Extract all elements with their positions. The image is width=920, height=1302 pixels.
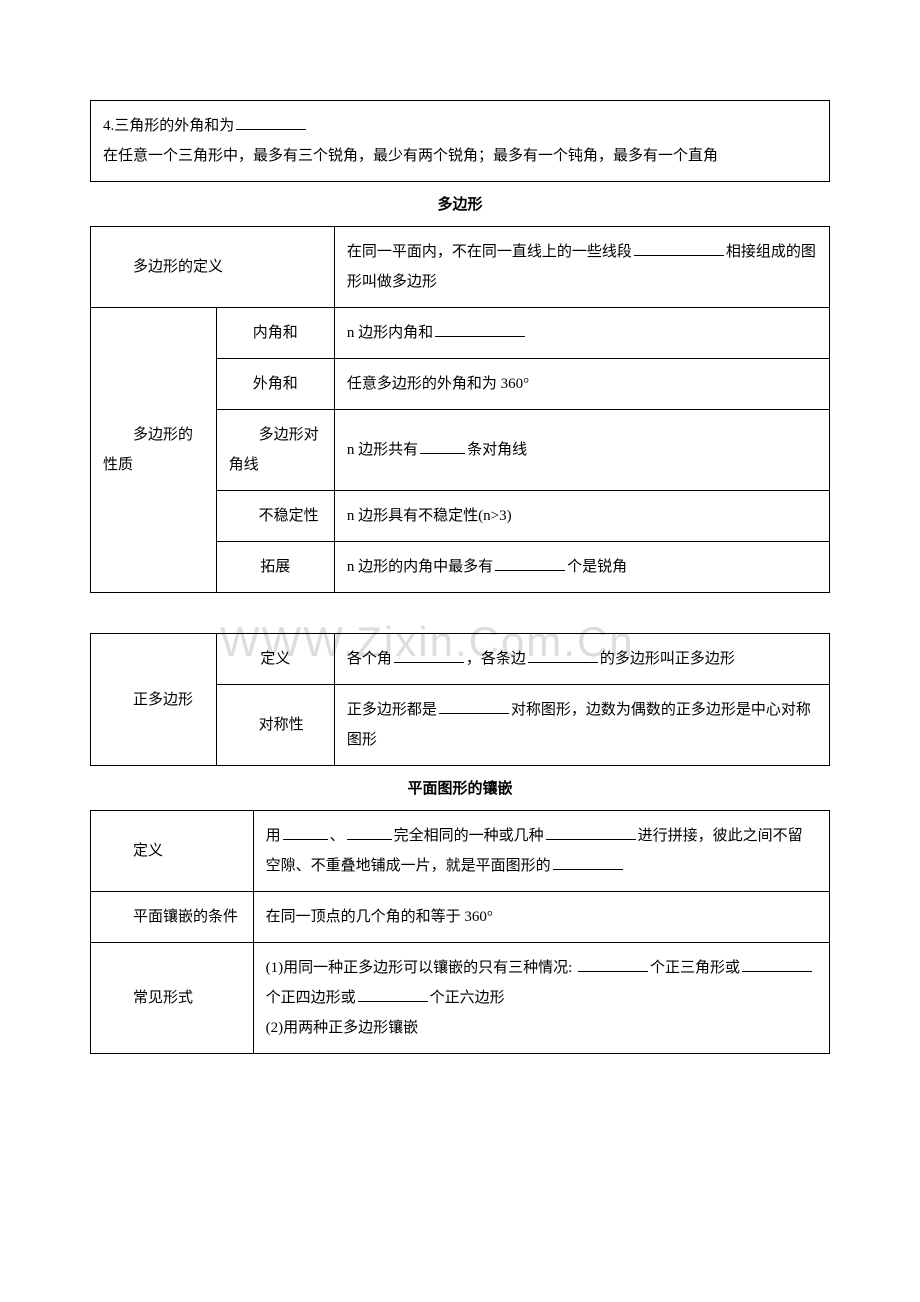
cell-symmetry: 正多边形都是对称图形，边数为偶数的正多边形是中心对称图形 (334, 685, 829, 766)
sub-interior: 内角和 (216, 308, 334, 359)
table-row: 常见形式 (1)用同一种正多边形可以镶嵌的只有三种情况: 个正三角形或个正四边形… (91, 943, 830, 1054)
sub-exterior: 外角和 (216, 359, 334, 410)
blank-diagonals (420, 438, 465, 455)
tessellation-table: 定义 用、完全相同的一种或几种进行拼接，彼此之间不留空隙、不重叠地铺成一片，就是… (90, 810, 830, 1054)
blank-interior-sum (435, 321, 525, 338)
sub-unstable: 不稳定性 (216, 491, 334, 542)
table-row: 平面镶嵌的条件 在同一顶点的几个角的和等于 360° (91, 892, 830, 943)
blank-quad (742, 956, 812, 973)
tess-def-content: 用、完全相同的一种或几种进行拼接，彼此之间不留空隙、不重叠地铺成一片，就是平面图… (253, 811, 829, 892)
blank-t1 (283, 824, 328, 841)
tess-def-label: 定义 (91, 811, 254, 892)
tess-line1: (1)用同一种正多边形可以镶嵌的只有三种情况: 个正三角形或个正四边形或个正六边… (266, 953, 817, 1013)
cell-unstable: n 边形具有不稳定性(n>3) (334, 491, 829, 542)
table-row: 定义 用、完全相同的一种或几种进行拼接，彼此之间不留空隙、不重叠地铺成一片，就是… (91, 811, 830, 892)
tess-cond-label: 平面镶嵌的条件 (91, 892, 254, 943)
cell-extend: n 边形的内角中最多有个是锐角 (334, 542, 829, 593)
sub-diagonal: 多边形对角线 (216, 410, 334, 491)
table-row: 多边形的性质 内角和 n 边形内角和 (91, 308, 830, 359)
tess-cond-content: 在同一顶点的几个角的和等于 360° (253, 892, 829, 943)
cell-interior: n 边形内角和 (334, 308, 829, 359)
sub-def: 定义 (216, 634, 334, 685)
blank-t3 (546, 824, 636, 841)
regular-label: 正多边形 (91, 634, 217, 766)
blank-tri (578, 956, 648, 973)
tess-forms-content: (1)用同一种正多边形可以镶嵌的只有三种情况: 个正三角形或个正四边形或个正六边… (253, 943, 829, 1054)
table-row: 正多边形 定义 各个角，各条边的多边形叫正多边形 (91, 634, 830, 685)
line1-prefix: 4.三角形的外角和为 (103, 118, 234, 134)
sub-symmetry: 对称性 (216, 685, 334, 766)
line2: 在任意一个三角形中，最多有三个锐角，最少有两个锐角；最多有一个钝角，最多有一个直… (103, 141, 817, 171)
polygon-table: 多边形的定义 在同一平面内，不在同一直线上的一些线段相接组成的图形叫做多边形 多… (90, 226, 830, 593)
polygon-props-label: 多边形的性质 (91, 308, 217, 593)
spacer (90, 593, 830, 633)
blank-t2 (347, 824, 392, 841)
blank-hex (358, 986, 428, 1003)
blank-segments (634, 240, 724, 257)
tess-forms-label: 常见形式 (91, 943, 254, 1054)
blank-symmetry (439, 698, 509, 715)
polygon-def-label: 多边形的定义 (91, 227, 335, 308)
polygon-def-content: 在同一平面内，不在同一直线上的一些线段相接组成的图形叫做多边形 (334, 227, 829, 308)
triangle-exterior-box: 4.三角形的外角和为 在任意一个三角形中，最多有三个锐角，最少有两个锐角；最多有… (90, 100, 830, 182)
cell-def: 各个角，各条边的多边形叫正多边形 (334, 634, 829, 685)
blank-acute-max (495, 555, 565, 572)
triangle-row: 4.三角形的外角和为 在任意一个三角形中，最多有三个锐角，最少有两个锐角；最多有… (91, 101, 830, 182)
table-row: 多边形的定义 在同一平面内，不在同一直线上的一些线段相接组成的图形叫做多边形 (91, 227, 830, 308)
cell-exterior: 任意多边形的外角和为 360° (334, 359, 829, 410)
blank-angles (394, 647, 464, 664)
regular-polygon-table: 正多边形 定义 各个角，各条边的多边形叫正多边形 对称性 正多边形都是对称图形，… (90, 633, 830, 766)
blank-exterior-sum (236, 114, 306, 131)
tessellation-title: 平面图形的镶嵌 (90, 774, 830, 804)
sub-extend: 拓展 (216, 542, 334, 593)
line1: 4.三角形的外角和为 (103, 111, 817, 141)
blank-t4 (553, 854, 623, 871)
blank-sides (528, 647, 598, 664)
cell-diagonal: n 边形共有条对角线 (334, 410, 829, 491)
tess-line2: (2)用两种正多边形镶嵌 (266, 1013, 817, 1043)
polygon-title: 多边形 (90, 190, 830, 220)
